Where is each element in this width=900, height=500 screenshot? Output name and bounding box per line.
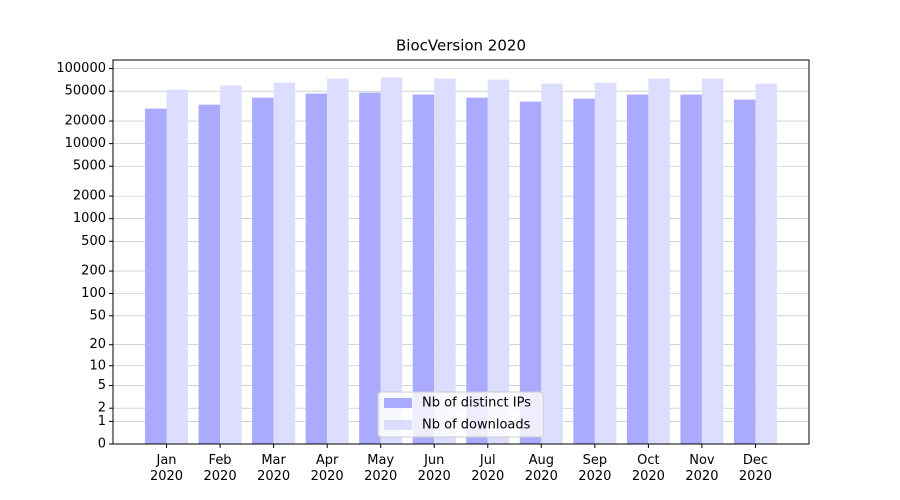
x-tick-label: Apr 2020 [310, 453, 344, 484]
x-tick-label: Nov 2020 [685, 453, 719, 484]
y-tick-label: 0 [98, 437, 106, 452]
bar [380, 77, 403, 444]
y-tick-label: 10000 [65, 136, 106, 151]
bar [755, 83, 777, 444]
bar [252, 97, 274, 444]
y-tick-label: 50000 [65, 84, 106, 99]
y-tick-label: 500 [81, 234, 106, 249]
bar [359, 92, 381, 444]
y-tick-label: 50 [89, 308, 106, 323]
bar [733, 99, 756, 444]
bar [145, 108, 167, 444]
x-tick-label: Feb 2020 [203, 453, 237, 484]
bar [573, 98, 595, 445]
legend-label: Nb of downloads [422, 418, 531, 433]
bar [305, 93, 328, 445]
bar [166, 89, 189, 444]
bar [273, 82, 296, 444]
x-tick-label: Aug 2020 [524, 453, 558, 484]
legend-box [377, 391, 544, 438]
x-tick-label: Oct 2020 [631, 453, 665, 484]
legend-label: Nb of distinct IPs [422, 396, 531, 411]
plot-frame [112, 59, 810, 445]
legend-swatch [384, 398, 412, 408]
y-tick-label: 200 [81, 264, 106, 279]
x-tick-label: Jan 2020 [149, 453, 184, 484]
bar [541, 83, 563, 444]
bar [220, 85, 242, 444]
bar [680, 94, 702, 444]
bar [198, 104, 221, 445]
x-tick-label: Dec 2020 [738, 453, 772, 484]
y-tick-label: 20 [89, 337, 106, 352]
y-tick-label: 1000 [73, 211, 106, 226]
y-tick-label: 5 [98, 378, 106, 393]
bar [466, 97, 488, 444]
y-tick-label: 5000 [73, 159, 106, 174]
bar [519, 101, 542, 445]
y-tick-label: 1 [98, 414, 106, 429]
legend-swatch [384, 420, 412, 430]
bar [701, 78, 724, 444]
x-tick-label: May 2020 [364, 453, 398, 484]
y-tick-label: 10 [89, 358, 106, 373]
y-tick-label: 20000 [65, 114, 106, 129]
x-tick-label: Sep 2020 [578, 453, 612, 484]
y-tick-label: 2 [98, 401, 106, 416]
bar [648, 78, 670, 444]
bar [434, 78, 456, 444]
bar [594, 82, 617, 444]
bar [487, 79, 510, 445]
x-tick-label: Jul 2020 [471, 453, 505, 484]
bar [412, 94, 435, 444]
bar [626, 94, 649, 444]
y-tick-label: 2000 [73, 189, 106, 204]
chart-title: BiocVersion 2020 [396, 37, 526, 55]
y-tick-label: 100 [81, 286, 106, 301]
x-tick-label: Mar 2020 [257, 453, 291, 484]
x-tick-label: Jun 2020 [417, 453, 451, 484]
bar [327, 78, 349, 444]
y-tick-label: 100000 [56, 61, 106, 76]
